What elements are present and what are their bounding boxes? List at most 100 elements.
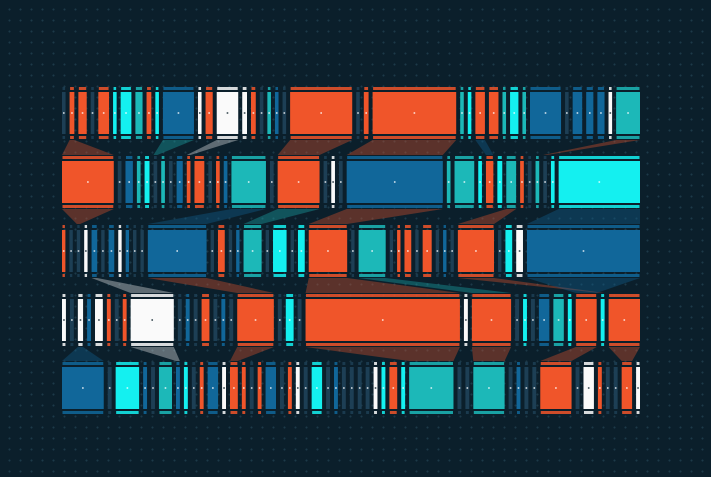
bar-cap-top bbox=[113, 87, 117, 90]
bar-cap-top bbox=[121, 87, 131, 90]
bar-center-dot bbox=[296, 387, 299, 389]
bar-cap-bottom bbox=[601, 343, 605, 346]
bar-cap-top bbox=[288, 362, 292, 365]
bar-cap-top bbox=[356, 87, 360, 90]
bar-cap-top bbox=[194, 294, 198, 297]
bar-center-dot bbox=[637, 387, 639, 389]
bar-center-dot bbox=[266, 250, 269, 252]
bar-center-dot bbox=[288, 319, 291, 321]
bar-cap-bottom bbox=[187, 205, 190, 208]
link-ribbon bbox=[475, 140, 494, 155]
bar-cap-bottom bbox=[373, 136, 456, 139]
bar-cap-bottom bbox=[509, 411, 513, 414]
bar-cap-top bbox=[373, 87, 456, 90]
bar-cap-top bbox=[200, 362, 204, 365]
bar-cap-top bbox=[133, 225, 136, 228]
bar-center-dot bbox=[544, 112, 547, 114]
bar-cap-bottom bbox=[447, 205, 451, 208]
bar-cap-top bbox=[208, 362, 218, 365]
bar-center-dot bbox=[208, 112, 210, 114]
bar-cap-bottom bbox=[154, 205, 157, 208]
bar-center-dot bbox=[71, 112, 73, 114]
bar-center-dot bbox=[194, 319, 197, 321]
bar-center-dot bbox=[576, 112, 579, 114]
bar-cap-top bbox=[267, 87, 271, 90]
link-ribbon bbox=[308, 209, 443, 224]
bar-cap-bottom bbox=[70, 343, 74, 346]
bar-cap-bottom bbox=[457, 411, 461, 414]
bar-cap-top bbox=[169, 156, 173, 159]
bar-center-dot bbox=[281, 387, 283, 389]
bar-cap-bottom bbox=[374, 411, 377, 414]
bar-center-dot bbox=[115, 319, 118, 321]
bar-cap-bottom bbox=[530, 136, 561, 139]
bar-center-dot bbox=[126, 250, 129, 252]
bar-cap-top bbox=[202, 294, 209, 297]
bar-cap-bottom bbox=[229, 343, 233, 346]
bar-cap-top bbox=[62, 156, 114, 159]
bar-cap-bottom bbox=[258, 411, 262, 414]
bar-cap-bottom bbox=[70, 136, 74, 139]
bar-center-dot bbox=[320, 112, 322, 114]
bar-cap-top bbox=[506, 156, 516, 159]
bar-center-dot bbox=[212, 387, 214, 389]
bar-cap-top bbox=[222, 362, 226, 365]
bar-center-dot bbox=[532, 319, 534, 321]
link-ribbon bbox=[471, 347, 512, 361]
bar-cap-bottom bbox=[339, 205, 343, 208]
bar-cap-bottom bbox=[155, 136, 159, 139]
bar-center-dot bbox=[327, 250, 329, 252]
bar-cap-top bbox=[98, 87, 109, 90]
bar-center-dot bbox=[93, 250, 96, 252]
bar-center-dot bbox=[402, 387, 404, 389]
bar-cap-bottom bbox=[176, 411, 180, 414]
bar-center-dot bbox=[222, 319, 225, 321]
bar-center-dot bbox=[237, 250, 239, 252]
bar-center-dot bbox=[270, 181, 273, 183]
bar-center-dot bbox=[118, 181, 121, 183]
bar-center-dot bbox=[242, 387, 245, 389]
bar-center-dot bbox=[498, 250, 501, 252]
bar-cap-bottom bbox=[334, 411, 338, 414]
bar-center-dot bbox=[178, 319, 181, 321]
bar-cap-bottom bbox=[273, 274, 287, 277]
bar-cap-bottom bbox=[510, 136, 518, 139]
bar-cap-bottom bbox=[553, 343, 564, 346]
bar-cap-bottom bbox=[109, 274, 114, 277]
bar-center-dot bbox=[352, 250, 354, 252]
link-ribbon bbox=[130, 347, 180, 361]
bar-center-dot bbox=[365, 112, 367, 114]
bar-cap-bottom bbox=[140, 274, 144, 277]
bar-cap-top bbox=[62, 87, 66, 90]
bar-cap-bottom bbox=[107, 343, 111, 346]
bar-cap-top bbox=[312, 362, 322, 365]
bar-cap-bottom bbox=[62, 343, 66, 346]
bar-cap-bottom bbox=[609, 136, 612, 139]
bar-center-dot bbox=[518, 250, 521, 252]
bar-cap-top bbox=[290, 87, 352, 90]
bar-center-dot bbox=[141, 250, 143, 252]
bar-cap-top bbox=[143, 362, 147, 365]
bar-center-dot bbox=[416, 250, 418, 252]
bar-center-dot bbox=[568, 319, 571, 321]
bar-cap-bottom bbox=[169, 205, 173, 208]
bar-cap-bottom bbox=[573, 136, 582, 139]
bar-cap-bottom bbox=[465, 411, 469, 414]
bar-cap-bottom bbox=[597, 136, 605, 139]
bar-cap-bottom bbox=[118, 205, 121, 208]
bar-cap-bottom bbox=[324, 205, 327, 208]
bar-cap-top bbox=[358, 362, 362, 365]
bar-cap-bottom bbox=[614, 411, 618, 414]
bar-center-dot bbox=[229, 250, 232, 252]
bar-center-dot bbox=[524, 319, 526, 321]
bar-center-dot bbox=[198, 112, 201, 114]
link-ribbon bbox=[153, 140, 194, 155]
bar-center-dot bbox=[340, 181, 342, 183]
bar-center-dot bbox=[335, 387, 337, 389]
bar-cap-top bbox=[211, 225, 214, 228]
link-ribbon bbox=[526, 278, 640, 293]
links bbox=[62, 140, 640, 361]
bar-cap-bottom bbox=[540, 411, 572, 414]
bar-cap-top bbox=[258, 362, 262, 365]
bar-center-dot bbox=[144, 387, 146, 389]
